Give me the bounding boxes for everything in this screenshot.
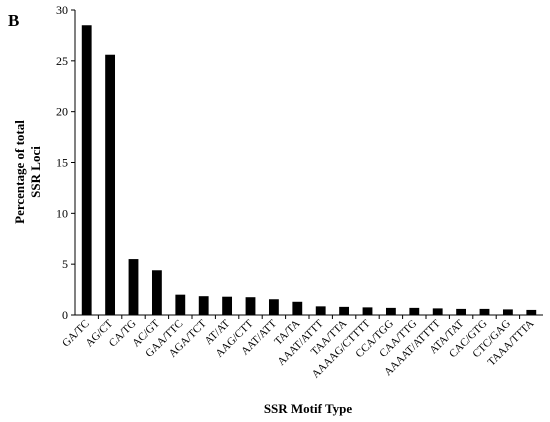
bar-0 bbox=[81, 25, 92, 315]
y-tick-label-3: 15 bbox=[56, 156, 68, 170]
bar-16 bbox=[456, 308, 467, 315]
y-tick-label-1: 5 bbox=[62, 257, 68, 271]
y-tick-label-2: 10 bbox=[56, 206, 68, 220]
bar-15 bbox=[432, 308, 443, 315]
y-tick-label-4: 20 bbox=[56, 105, 68, 119]
bar-18 bbox=[502, 309, 513, 315]
bar-3 bbox=[151, 270, 162, 315]
bar-7 bbox=[245, 297, 256, 315]
bar-10 bbox=[315, 306, 326, 315]
y-tick-label-5: 25 bbox=[56, 54, 68, 68]
x-axis-title: SSR Motif Type bbox=[264, 401, 353, 416]
bar-14 bbox=[409, 307, 420, 315]
bar-4 bbox=[175, 294, 186, 315]
y-tick-label-6: 30 bbox=[56, 3, 68, 17]
bar-11 bbox=[339, 306, 350, 315]
plot-area: 051015202530GA/TCAG/CTCA/TGAC/GTGAA/TTCA… bbox=[56, 3, 543, 381]
bar-13 bbox=[385, 307, 396, 315]
bar-9 bbox=[292, 301, 303, 315]
bar-17 bbox=[479, 308, 490, 315]
bar-12 bbox=[362, 307, 373, 315]
bar-6 bbox=[222, 296, 233, 315]
bar-19 bbox=[526, 309, 537, 315]
bar-1 bbox=[105, 54, 116, 315]
y-axis-title-line-1: Percentage of total bbox=[12, 120, 27, 224]
panel-label: B bbox=[8, 11, 19, 30]
y-axis-title-line-2: SSR Loci bbox=[28, 146, 43, 198]
bar-8 bbox=[268, 299, 279, 315]
y-tick-label-0: 0 bbox=[62, 308, 68, 322]
bar-5 bbox=[198, 296, 209, 315]
y-axis-title: Percentage of total SSR Loci bbox=[12, 120, 43, 224]
bar-2 bbox=[128, 259, 139, 315]
